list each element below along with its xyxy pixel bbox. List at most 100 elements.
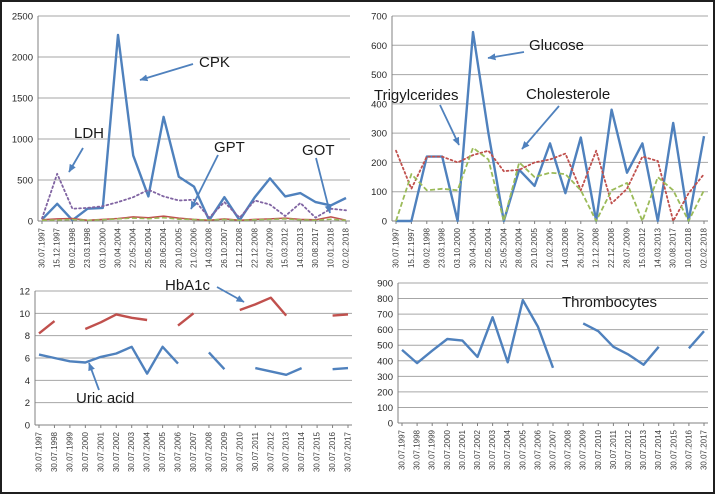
svg-text:09.02.1998: 09.02.1998 [68,227,77,268]
svg-text:14.03.2008: 14.03.2008 [205,227,214,268]
svg-text:15.12.1997: 15.12.1997 [53,227,62,268]
svg-text:30.07.2000: 30.07.2000 [443,429,452,470]
svg-text:30.07.1997: 30.07.1997 [398,429,407,470]
svg-text:30.07.2013: 30.07.2013 [282,431,291,472]
svg-text:500: 500 [377,341,393,352]
svg-text:15.03.2012: 15.03.2012 [281,227,290,268]
svg-text:300: 300 [377,372,393,383]
svg-text:30.07.2006: 30.07.2006 [174,431,183,472]
chart-muscle-liver-enzymes: 0 500 1000 1500 2000 2500 30.07.1997 15.12.1997… [8,6,358,274]
svg-text:Glucose: Glucose [529,37,584,54]
svg-text:GPT: GPT [214,139,245,156]
svg-text:30.07.2008: 30.07.2008 [564,429,573,470]
svg-text:200: 200 [377,387,393,398]
svg-text:Uric acid: Uric acid [76,390,134,407]
chart-hba1c-uric-acid: 0 2 4 6 8 10 12 30.07.1997 30.07.1998 30.07.1999 3… [8,276,358,492]
svg-text:CPK: CPK [199,54,230,71]
svg-text:30.07.2001: 30.07.2001 [96,431,105,472]
svg-text:10.01.2018: 10.01.2018 [326,227,335,268]
svg-text:30.07.2003: 30.07.2003 [488,429,497,470]
svg-text:30.07.2014: 30.07.2014 [297,431,306,472]
svg-text:28.06.2004: 28.06.2004 [159,227,168,268]
svg-text:LDH: LDH [74,125,104,142]
svg-text:20.10.2005: 20.10.2005 [530,227,539,268]
svg-text:30.07.2016: 30.07.2016 [684,429,693,470]
svg-text:21.02.2006: 21.02.2006 [546,227,555,268]
svg-text:10: 10 [19,309,30,320]
svg-text:28.07.2009: 28.07.2009 [266,227,275,268]
svg-text:30.07.1998: 30.07.1998 [413,429,422,470]
svg-text:30.07.2015: 30.07.2015 [313,431,322,472]
svg-text:21.02.2006: 21.02.2006 [190,227,199,268]
svg-text:30.07.2002: 30.07.2002 [473,429,482,470]
svg-text:30.07.2001: 30.07.2001 [458,429,467,470]
svg-text:30.07.2002: 30.07.2002 [112,431,121,472]
svg-text:14.03.2013: 14.03.2013 [296,227,305,268]
svg-text:30.07.1997: 30.07.1997 [38,227,47,268]
svg-text:22.12.2008: 22.12.2008 [250,227,259,268]
svg-text:02.02.2018: 02.02.2018 [700,227,709,268]
svg-text:600: 600 [371,41,387,52]
svg-text:12: 12 [19,287,30,298]
svg-text:22.12.2008: 22.12.2008 [607,227,616,268]
svg-text:30.07.2003: 30.07.2003 [127,431,136,472]
svg-text:12.12.2008: 12.12.2008 [235,227,244,268]
svg-text:30.07.2008: 30.07.2008 [204,431,213,472]
svg-text:22.05.2004: 22.05.2004 [484,227,493,268]
svg-text:30.07.2014: 30.07.2014 [654,429,663,470]
svg-text:30.07.2011: 30.07.2011 [251,431,260,471]
svg-text:30.07.2015: 30.07.2015 [669,429,678,470]
chart-glucose-lipids: 0 100 200 300 400 500 600 700 30.07.1997 15.12.19… [360,6,713,274]
svg-text:30.04.2004: 30.04.2004 [469,227,478,268]
svg-text:30.07.2010: 30.07.2010 [235,431,244,472]
svg-text:14.03.2008: 14.03.2008 [561,227,570,268]
svg-text:30.07.2007: 30.07.2007 [549,429,558,470]
svg-text:26.10.2007: 26.10.2007 [576,227,585,268]
svg-text:700: 700 [371,12,387,23]
svg-text:30.07.2009: 30.07.2009 [579,429,588,470]
svg-text:30.07.2004: 30.07.2004 [503,429,512,470]
svg-text:400: 400 [377,356,393,367]
svg-text:30.07.2009: 30.07.2009 [220,431,229,472]
svg-text:0: 0 [388,419,393,430]
svg-text:0: 0 [28,217,33,228]
chart-thrombocytes: 0 100 200 300 400 500 600 700 800 900 30.07.1997 30… [360,276,713,492]
svg-text:03.10.2000: 03.10.2000 [453,227,462,268]
svg-text:700: 700 [377,310,393,321]
svg-text:30.07.2013: 30.07.2013 [639,429,648,470]
svg-text:30.07.2017: 30.07.2017 [344,431,353,472]
svg-text:100: 100 [377,403,393,414]
svg-text:25.05.2004: 25.05.2004 [144,227,153,268]
svg-text:30.07.2007: 30.07.2007 [189,431,198,472]
svg-text:Cholesterole: Cholesterole [526,86,610,103]
svg-text:30.07.2006: 30.07.2006 [533,429,542,470]
svg-text:15.12.1997: 15.12.1997 [407,227,416,268]
svg-text:30.07.2005: 30.07.2005 [518,429,527,470]
svg-text:30.08.2017: 30.08.2017 [669,227,678,268]
svg-text:1500: 1500 [12,94,33,105]
svg-text:30.07.2012: 30.07.2012 [624,429,633,470]
svg-text:30.07.1997: 30.07.1997 [392,227,401,268]
svg-text:10.01.2018: 10.01.2018 [684,227,693,268]
svg-text:30.07.2011: 30.07.2011 [609,429,618,469]
svg-text:0: 0 [25,421,30,432]
svg-text:30.07.2005: 30.07.2005 [158,431,167,472]
svg-text:Thrombocytes: Thrombocytes [562,294,657,311]
svg-text:28.06.2004: 28.06.2004 [515,227,524,268]
svg-text:26.10.2007: 26.10.2007 [220,227,229,268]
svg-text:2: 2 [25,398,30,409]
svg-text:8: 8 [25,331,30,342]
svg-text:28.07.2009: 28.07.2009 [623,227,632,268]
svg-text:09.02.1998: 09.02.1998 [422,227,431,268]
svg-text:03.10.2000: 03.10.2000 [98,227,107,268]
svg-text:400: 400 [371,99,387,110]
svg-text:30.07.1998: 30.07.1998 [50,431,59,472]
svg-text:800: 800 [377,294,393,305]
svg-text:30.07.2004: 30.07.2004 [143,431,152,472]
svg-text:02.02.2018: 02.02.2018 [342,227,351,268]
svg-text:GOT: GOT [302,142,335,159]
svg-text:100: 100 [371,187,387,198]
svg-text:1000: 1000 [12,135,33,146]
svg-text:30.07.1999: 30.07.1999 [65,431,74,472]
